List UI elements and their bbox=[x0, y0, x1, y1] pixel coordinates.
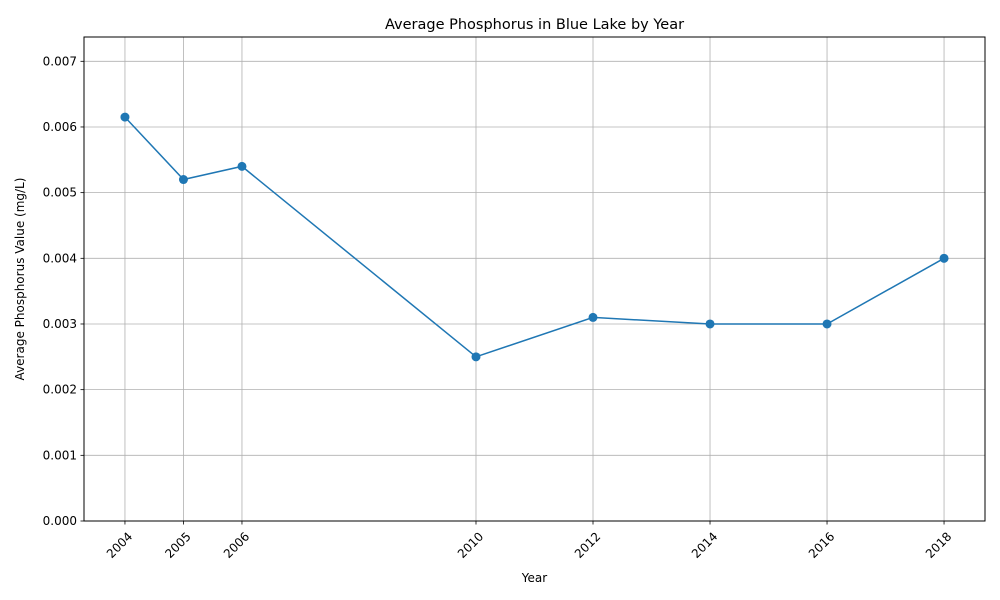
data-point bbox=[822, 319, 832, 329]
y-tick-label: 0.004 bbox=[43, 251, 77, 265]
data-point bbox=[178, 175, 188, 185]
plot-frame bbox=[83, 36, 986, 522]
data-point bbox=[120, 112, 130, 122]
data-point bbox=[705, 319, 715, 329]
data-point bbox=[588, 312, 598, 322]
y-tick-label: 0.007 bbox=[43, 54, 77, 68]
series-line bbox=[124, 116, 945, 358]
y-axis-ticks: 0.000 0.001 0.002 0.003 0.004 0.005 0.006 0.007 bbox=[43, 54, 84, 528]
y-tick-label: 0.006 bbox=[43, 120, 77, 134]
chart-title: Average Phosphorus in Blue Lake by Year bbox=[385, 17, 684, 33]
series-group bbox=[120, 112, 949, 362]
x-axis-label: Year bbox=[521, 571, 547, 585]
data-point bbox=[471, 352, 481, 362]
y-tick-label: 0.001 bbox=[43, 448, 77, 462]
y-tick-label: 0.000 bbox=[43, 514, 77, 528]
data-point bbox=[237, 161, 247, 171]
y-tick-label: 0.005 bbox=[43, 186, 77, 200]
y-tick-label: 0.003 bbox=[43, 317, 77, 331]
y-tick-label: 0.002 bbox=[43, 383, 77, 397]
y-axis-label: Average Phosphorus Value (mg/L) bbox=[13, 178, 27, 381]
grid-lines bbox=[84, 37, 985, 522]
data-point bbox=[939, 253, 949, 263]
